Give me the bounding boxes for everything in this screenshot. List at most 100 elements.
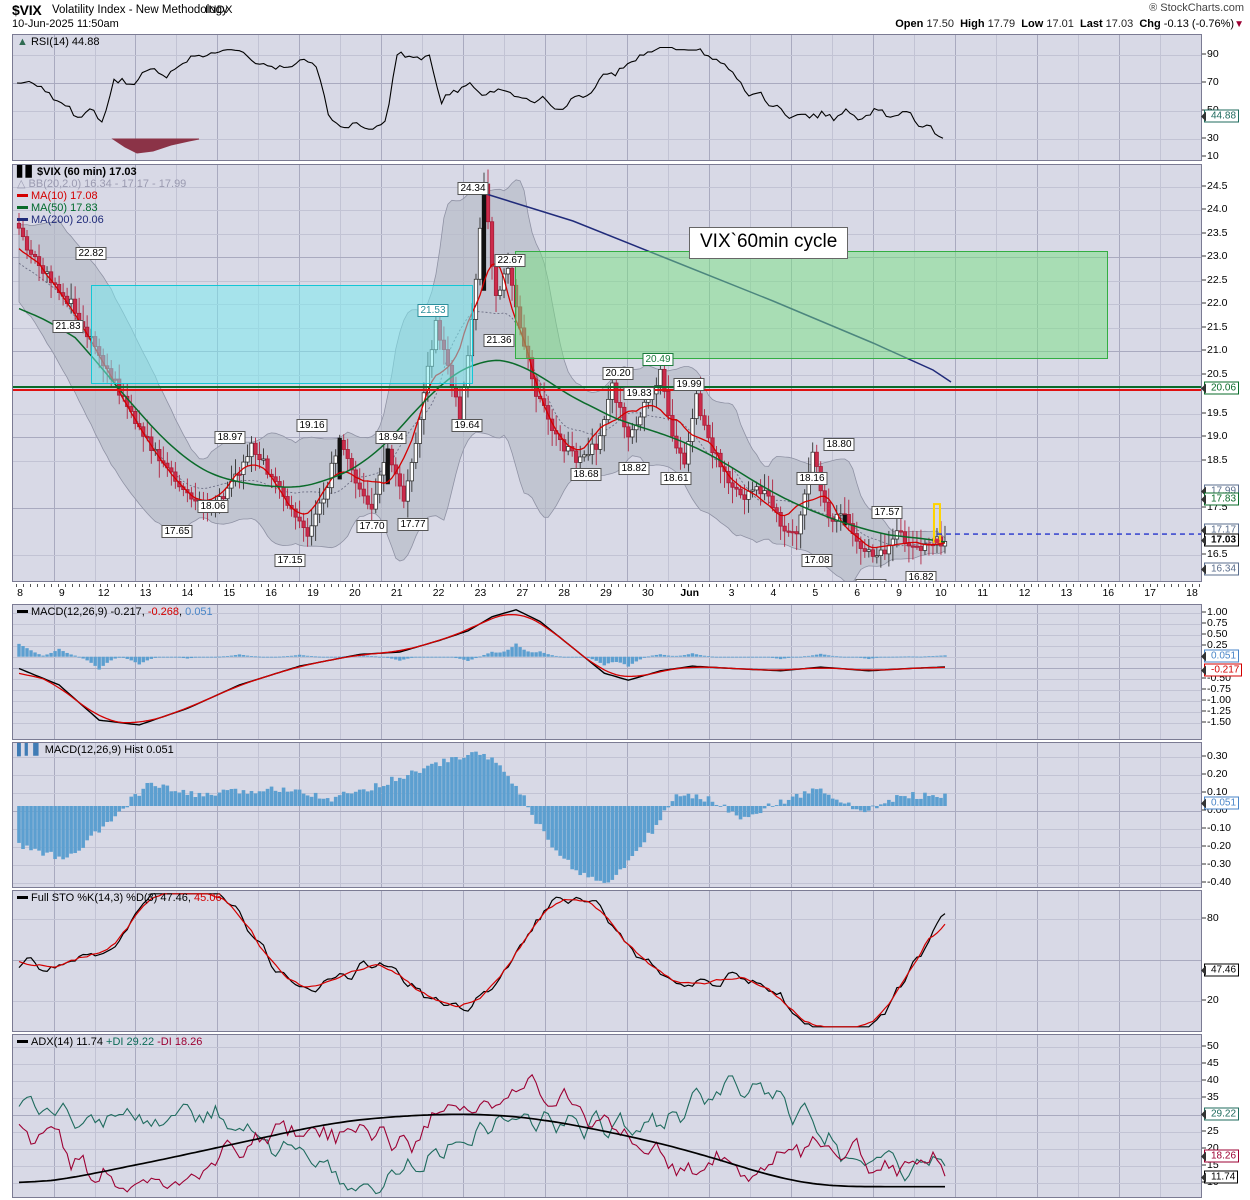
macd-histogram-bar [626, 656, 631, 667]
adx-panel[interactable]: ADX(14) 11.74 +DI 29.22 -DI 18.26 [12, 1034, 1202, 1198]
macd-histogram-bar [382, 656, 386, 658]
macd-histogram-bar [33, 652, 37, 657]
macd-histogram-bar [806, 655, 811, 657]
adx-mdi-value: 18.26 [174, 1036, 203, 1048]
candle-body [389, 448, 394, 466]
axis-tick-label: 23.0 [1207, 250, 1228, 262]
macd-histogram-bar [313, 792, 318, 806]
macd-histogram-bar [85, 806, 89, 841]
gridline-horizontal [13, 668, 1201, 669]
macd-histogram-bar [674, 794, 679, 806]
x-axis-minor-tick [149, 584, 150, 587]
gridline-vertical [1078, 35, 1079, 160]
candle-body [32, 253, 38, 257]
macd-histogram-bar [602, 656, 606, 666]
gridline-vertical [299, 1035, 300, 1197]
gridline-horizontal [13, 793, 1201, 794]
axis-tick-mark [1202, 677, 1206, 679]
price-data-label: 19.99 [673, 378, 705, 391]
gridline-vertical [873, 891, 874, 1031]
macd-histogram-bar [574, 656, 578, 658]
macd-histogram-bar [29, 806, 33, 851]
gridline-vertical [463, 1035, 464, 1197]
axis-tick-mark [1202, 506, 1206, 508]
macd-histogram-bar [835, 656, 839, 658]
gridline-horizontal [13, 613, 1201, 614]
macd-histogram-bar [61, 806, 65, 860]
x-axis-minor-tick [394, 584, 395, 587]
macd-histogram-bar [742, 656, 747, 658]
macd-histogram-bar [185, 656, 190, 659]
macd-histogram-bar [842, 803, 847, 806]
stochastic-panel[interactable]: Full STO %K(14,3) %D(3) 47.46, 45.06 [12, 890, 1202, 1032]
macd-histogram-bar [642, 656, 647, 658]
x-axis-minor-tick [1178, 584, 1179, 587]
candle-body [325, 487, 330, 500]
gridline-vertical [586, 891, 587, 1031]
gridline-vertical [955, 743, 956, 887]
macd-histogram-bar [939, 655, 943, 657]
adx-legend: ADX(14) 11.74 +DI 29.22 -DI 18.26 [17, 1036, 202, 1048]
axis-tick-mark [1202, 791, 1206, 793]
axis-tick-label: 19.0 [1207, 430, 1228, 442]
price-data-label: 21.53 [417, 304, 449, 317]
macd-histogram-bar [598, 656, 602, 663]
macd-histogram-bar [802, 791, 807, 806]
macd-histogram-bar [89, 656, 93, 663]
price-data-label: 18.68 [570, 468, 602, 481]
x-axis-minor-tick [121, 584, 122, 587]
macd-histogram-bar [907, 656, 911, 658]
macd-histogram-bar [678, 796, 683, 806]
gridline-vertical [914, 1035, 915, 1197]
x-axis-minor-tick [835, 584, 836, 587]
macd-histogram-bar [686, 654, 691, 657]
candle-body [578, 456, 583, 463]
macd-histogram-bar [510, 783, 514, 806]
macd-histogram-bar [321, 798, 326, 806]
macd-histogram-bar [718, 656, 723, 658]
macd-histogram-panel[interactable]: ▌▍▋ MACD(12,26,9) Hist 0.051 [12, 742, 1202, 888]
gridline-vertical [545, 35, 546, 160]
macd-histogram-bar [189, 656, 194, 659]
x-axis-minor-tick [702, 584, 703, 587]
x-axis-minor-tick [674, 584, 675, 587]
macd-histogram-bar [317, 798, 322, 806]
rsi-icon: ▲ [17, 36, 28, 48]
macd-histogram-bar [337, 656, 342, 658]
macd-histogram-bar [205, 792, 210, 806]
macd-histogram-bar [173, 791, 178, 806]
macd-histogram-bar [859, 656, 863, 658]
x-axis-minor-tick [541, 584, 542, 587]
x-axis-minor-tick [485, 584, 486, 587]
macd-histogram-bar [385, 784, 390, 806]
macd-histogram-bar [810, 788, 815, 806]
price-panel[interactable]: ▋▊ $VIX (60 min) 17.03 △ BB(20,2.0) 16.3… [12, 164, 1202, 582]
macd-histogram-bar [522, 649, 526, 657]
gridline-vertical [1119, 605, 1120, 739]
gridline-vertical [381, 35, 382, 160]
macd-histogram-bar [297, 789, 302, 806]
macd-histogram-bar [855, 656, 859, 658]
candle-body [834, 513, 839, 522]
adx-mdi-label: -DI [157, 1036, 172, 1048]
macd-histogram-bar [153, 656, 157, 658]
macd-histogram-bar [798, 797, 803, 806]
candle-body [36, 256, 42, 267]
macd-panel[interactable]: MACD(12,26,9) -0.217, -0.268, 0.051 [12, 604, 1202, 740]
macd-histogram-bar [289, 655, 294, 657]
x-axis-minor-tick [562, 584, 563, 587]
macd-hist-legend-text: MACD(12,26,9) Hist 0.051 [44, 744, 174, 756]
macd-histogram-bar [462, 656, 466, 660]
gridline-vertical [832, 891, 833, 1031]
macd-histogram-bar [69, 806, 73, 854]
x-axis-minor-tick [1122, 584, 1123, 587]
macd-histogram-bar [438, 656, 442, 658]
adx-line [18, 1113, 945, 1188]
candle-body [686, 441, 691, 465]
x-axis-minor-tick [401, 584, 402, 587]
rsi-panel[interactable]: ▲ RSI(14) 44.88 [12, 34, 1202, 161]
candle-body [489, 221, 495, 267]
gridline-horizontal [13, 55, 1201, 56]
rsi-legend-text: RSI(14) 44.88 [30, 36, 100, 48]
candle-body [341, 439, 346, 450]
